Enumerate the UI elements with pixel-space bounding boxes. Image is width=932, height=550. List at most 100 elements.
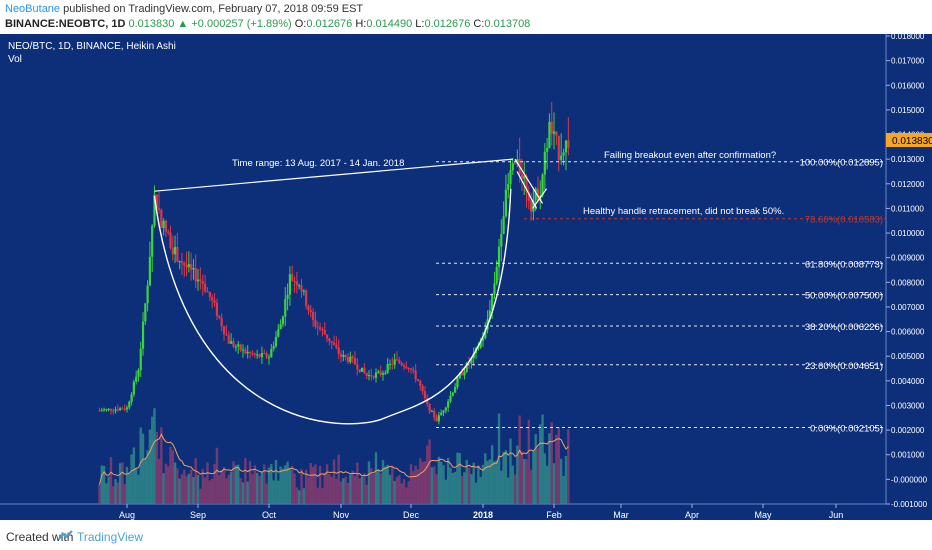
- candle-body: [546, 148, 549, 152]
- candle-body: [328, 338, 331, 342]
- price-chart[interactable]: 100.00%(0.012895) 78.60%(0.010583) 61.80%(…: [0, 32, 932, 520]
- candle-body: [440, 412, 443, 416]
- candle-body: [384, 372, 387, 374]
- volume-bar: [309, 463, 313, 504]
- y-tick-label: 0.005000: [891, 352, 925, 361]
- publish-line: NeoButane published on TradingView.com, …: [5, 3, 363, 15]
- volume-bar: [222, 467, 226, 504]
- x-tick-label: Aug: [119, 510, 135, 520]
- y-tick-label: 0.011000: [891, 204, 924, 213]
- plot-background: [0, 34, 886, 504]
- y-tick-label: -0.000000: [891, 475, 928, 484]
- candle-body: [109, 408, 113, 411]
- candle-body: [307, 305, 310, 311]
- volume-bar: [270, 463, 273, 504]
- volume-bar: [426, 445, 429, 504]
- volume-bar: [513, 474, 517, 504]
- candle-body: [402, 365, 406, 367]
- candle-body: [178, 261, 181, 263]
- fib-level-label: 78.60%(0.010583): [805, 215, 883, 226]
- candle-body: [552, 131, 556, 134]
- chart-svg[interactable]: 100.00%(0.012895) 78.60%(0.010583) 61.80%(…: [0, 32, 932, 520]
- volume-bar: [379, 473, 382, 504]
- candle-body: [513, 163, 517, 165]
- volume-bar: [367, 461, 371, 504]
- volume-bar: [105, 483, 108, 504]
- volume-bar: [229, 471, 233, 504]
- fib-level-label: 61.80%(0.008773): [805, 259, 883, 270]
- candle-body: [171, 247, 174, 255]
- candle-body: [543, 151, 546, 175]
- candle-body: [148, 256, 152, 286]
- volume-bar: [178, 478, 181, 504]
- volume-bar: [550, 422, 553, 504]
- close-value: 0.013708: [484, 18, 531, 30]
- y-tick-label: -0.001000: [891, 500, 928, 509]
- candle-body: [400, 363, 403, 366]
- volume-bar: [100, 465, 104, 504]
- author-link[interactable]: NeoButane: [5, 3, 61, 15]
- volume-bar: [349, 474, 352, 504]
- last-price-box: 0.013830: [886, 133, 932, 147]
- candle-body: [497, 246, 501, 268]
- volume-bar: [255, 472, 259, 504]
- candle-body: [393, 359, 396, 365]
- volume-bar: [393, 480, 396, 504]
- volume-bar: [356, 462, 359, 504]
- volume-bar: [465, 459, 468, 504]
- volume-bar: [328, 474, 331, 504]
- volume-bar: [137, 474, 140, 504]
- volume-bar: [453, 471, 457, 504]
- volume-bar: [189, 469, 193, 504]
- volume-bar: [132, 447, 136, 504]
- volume-bar: [545, 465, 549, 504]
- volume-bar: [321, 487, 324, 504]
- volume-bar: [173, 462, 177, 504]
- volume-bar: [215, 447, 219, 504]
- candle-body: [488, 310, 491, 320]
- candle-body: [125, 407, 129, 410]
- candle-body: [305, 290, 308, 306]
- candle-body: [237, 344, 240, 347]
- volume-bar: [139, 427, 142, 504]
- cup-curve: [153, 188, 512, 425]
- candle-body: [130, 394, 133, 402]
- candle-body: [532, 200, 535, 212]
- volume-bar: [169, 446, 172, 504]
- volume-bar: [437, 456, 441, 504]
- volume-bar: [258, 475, 261, 504]
- candle-body: [428, 403, 431, 412]
- volume-bar: [490, 445, 494, 504]
- candle-body: [409, 368, 413, 370]
- candle-body: [206, 291, 209, 293]
- y-tick-label: 0.016000: [891, 81, 925, 90]
- volume-bar: [102, 465, 106, 504]
- drawings-layer: [153, 158, 548, 425]
- volume-bar: [555, 434, 558, 504]
- y-tick-label: 0.018000: [891, 34, 925, 41]
- volume-bar: [412, 471, 415, 504]
- candle-body: [218, 315, 221, 318]
- price-change: +0.000257 (+1.89%): [191, 18, 292, 30]
- candle-body: [442, 410, 445, 413]
- y-tick-label: 0.001000: [891, 451, 925, 460]
- candle-body: [116, 409, 119, 411]
- footer: Created with TradingView: [0, 520, 932, 550]
- candle-body: [183, 262, 186, 266]
- candle-body: [309, 310, 312, 313]
- candle-body: [321, 329, 324, 331]
- candle-body: [132, 381, 135, 395]
- candle-body: [100, 410, 103, 412]
- volume-bar: [470, 474, 473, 504]
- tradingview-brand[interactable]: TradingView: [77, 530, 144, 544]
- handle-lower-line: [516, 171, 538, 209]
- volume-bar: [405, 487, 408, 504]
- candle-body: [187, 264, 190, 268]
- candle-body: [379, 371, 382, 375]
- x-tick-label: Sep: [190, 510, 206, 520]
- volume-label: Vol: [8, 54, 22, 65]
- volume-bar: [529, 469, 533, 504]
- volume-bar: [388, 474, 392, 504]
- volume-bar: [128, 473, 131, 504]
- candle-body: [312, 312, 315, 321]
